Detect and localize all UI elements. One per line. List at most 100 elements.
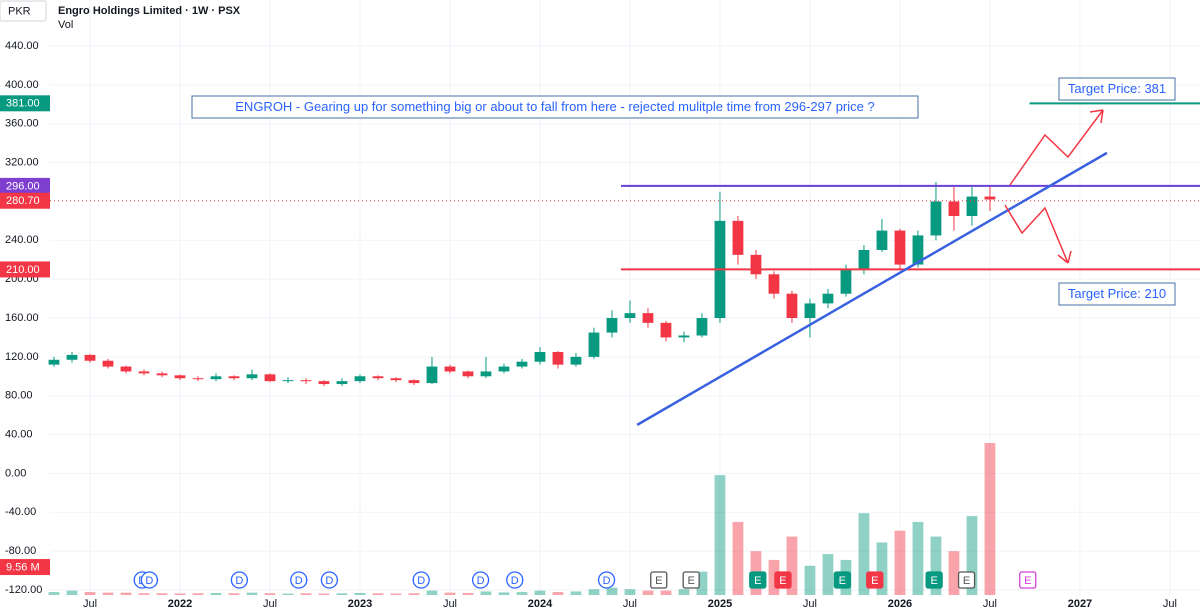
volume-bar (228, 593, 240, 595)
candle-body (534, 352, 546, 362)
candle-body (516, 361, 528, 367)
x-tick-label: Jul (803, 598, 817, 610)
volume-bar (714, 475, 726, 595)
event-label: D (417, 575, 425, 587)
y-tick-label: 0.00 (5, 467, 26, 479)
candle-body (282, 380, 294, 382)
volume-bar (660, 590, 672, 595)
candle-body (300, 380, 312, 382)
volume-bar (84, 592, 96, 595)
x-tick-label: Jul (83, 598, 97, 610)
event-label: E (871, 575, 878, 587)
x-tick-label: 2027 (1068, 598, 1092, 610)
y-tick-label: 160.00 (5, 312, 39, 324)
x-tick-label: Jul (1163, 598, 1177, 610)
target-label: Target Price: 210 (1068, 286, 1166, 301)
volume-bar (606, 587, 618, 595)
candle-body (426, 366, 438, 384)
x-tick-label: Jul (263, 598, 277, 610)
volume-bar (732, 521, 744, 595)
volume-bar (498, 592, 510, 595)
volume-bar (48, 592, 60, 595)
y-tick-label: 40.00 (5, 428, 33, 440)
price-tag-label: 9.56 M (6, 561, 40, 573)
event-label: E (655, 575, 662, 587)
annotation: ENGROH - Gearing up for something big or… (235, 99, 874, 114)
candle-body (480, 371, 492, 377)
volume-bar (444, 592, 456, 595)
event-marker (230, 571, 249, 589)
target-box (1058, 282, 1176, 306)
candle-body (498, 366, 510, 372)
volume-bar (930, 536, 942, 595)
candle-body (264, 374, 276, 382)
candle-body (750, 254, 762, 275)
candle-body (732, 220, 744, 255)
y-tick-label: 400.00 (5, 79, 39, 91)
volume-bar (696, 571, 708, 595)
x-tick-label: Jul (443, 598, 457, 610)
volume-bar (948, 551, 960, 595)
price-tag-label: 381.00 (6, 98, 40, 110)
x-tick-label: 2023 (348, 598, 372, 610)
candle-body (768, 274, 780, 294)
candle-body (660, 322, 672, 338)
volume-bar (282, 593, 294, 595)
volume-bar (570, 591, 582, 595)
event-marker (957, 571, 976, 589)
y-tick-label: 80.00 (5, 390, 33, 402)
candle-body (642, 313, 654, 323)
candle-body (66, 354, 78, 360)
volume-bar (588, 589, 600, 595)
chart-title: Engro Holdings Limited · 1W · PSX (58, 5, 241, 17)
candle-body (408, 380, 420, 384)
price-tag (0, 95, 50, 112)
volume-bar (624, 589, 636, 595)
event-marker (774, 571, 792, 589)
volume-bar (678, 589, 690, 595)
event-marker (866, 571, 884, 589)
event-marker (1019, 571, 1037, 589)
price-tag-label: 210.00 (6, 264, 40, 276)
volume-bar (192, 593, 204, 595)
volume-bar (642, 590, 654, 595)
candle-body (822, 293, 834, 304)
volume-bar (516, 592, 528, 595)
y-tick-label: -80.00 (5, 545, 36, 557)
candle-body (876, 230, 888, 250)
event-label: E (754, 575, 761, 587)
x-tick-label: Jul (623, 598, 637, 610)
candle-body (120, 366, 132, 372)
event-label: E (839, 575, 846, 587)
price-tag (0, 261, 50, 278)
volume-bar (120, 592, 132, 595)
price-tag (0, 559, 50, 576)
event-marker (471, 571, 490, 589)
price-tag-label: 280.70 (6, 195, 40, 207)
event-label: E (963, 575, 970, 587)
x-tick-label: 2026 (888, 598, 912, 610)
volume-bar (966, 516, 978, 595)
event-marker (320, 571, 339, 589)
volume-bar (804, 565, 816, 595)
candle-body (210, 376, 222, 380)
candle-body (624, 313, 636, 318)
up-arrow (1009, 109, 1104, 186)
candle-body (174, 375, 186, 379)
volume-bar (156, 593, 168, 595)
event-label: D (235, 575, 243, 587)
price-tag-label: 296.00 (6, 180, 40, 192)
y-tick-label: 360.00 (5, 118, 39, 130)
volume-bar (138, 593, 150, 595)
trendline (636, 151, 1108, 426)
volume-bar (408, 593, 420, 595)
candle-body (786, 293, 798, 318)
event-label: D (145, 575, 153, 587)
volume-bar (318, 593, 330, 595)
y-tick-label: 120.00 (5, 351, 39, 363)
candle-body (912, 235, 924, 265)
candle-body (804, 303, 816, 318)
candle-body (372, 376, 384, 379)
volume-bar (858, 513, 870, 595)
